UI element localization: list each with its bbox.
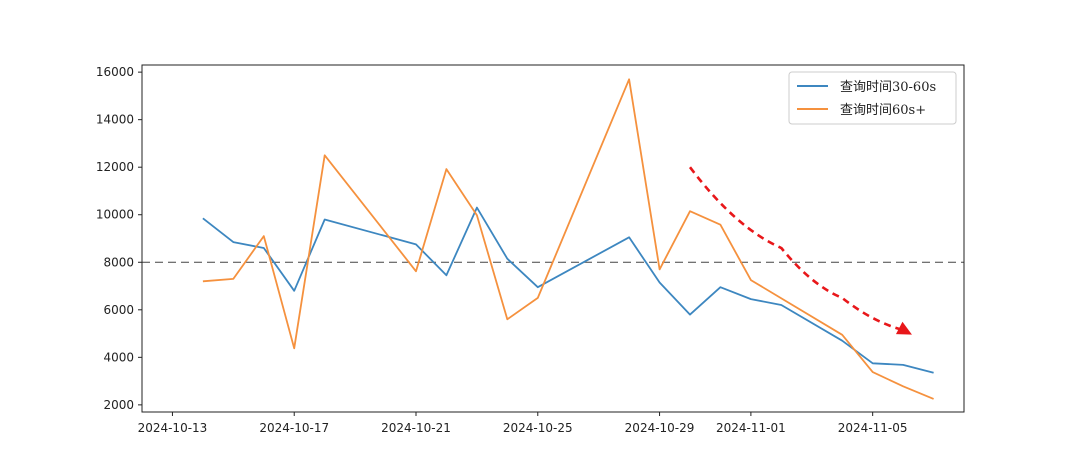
legend-label-series-1: 查询时间30-60s: [840, 80, 936, 95]
series-2-point: [445, 168, 447, 170]
series-1-point: [202, 217, 204, 219]
series-1-point: [445, 274, 447, 276]
series-1-point: [324, 218, 326, 220]
y-tick-label: 14000: [96, 113, 134, 127]
series-1-point: [689, 314, 691, 316]
series-2-point: [476, 214, 478, 216]
series-line-2: [202, 78, 934, 400]
series-1-point: [263, 247, 265, 249]
x-tick-label: 2024-11-05: [838, 421, 908, 435]
series-2-point: [659, 268, 661, 270]
series-2-point: [933, 398, 935, 400]
series-lines: [202, 78, 935, 400]
series-1-point: [933, 372, 935, 374]
series-2-point: [872, 371, 874, 373]
x-tick-label: 2024-10-17: [259, 421, 329, 435]
series-1-point: [841, 340, 843, 342]
y-tick-label: 10000: [96, 208, 134, 222]
series-2-point: [324, 154, 326, 156]
series-1-point: [506, 258, 508, 260]
series-2-point: [537, 297, 539, 299]
series-1-point: [537, 286, 539, 288]
y-tick-label: 12000: [96, 160, 134, 174]
series-1-point: [293, 290, 295, 292]
x-tick-label: 2024-10-21: [381, 421, 451, 435]
series-2-point: [750, 279, 752, 281]
series-1-point: [872, 362, 874, 364]
y-axis: 2000 4000 6000 8000 10000 12000 14000 16000: [96, 65, 142, 412]
x-tick-label: 2024-10-25: [503, 421, 573, 435]
series-1-point: [750, 298, 752, 300]
series-2-point: [628, 78, 630, 80]
series-2-point: [202, 280, 204, 282]
series-2-point: [902, 385, 904, 387]
y-tick-label: 16000: [96, 65, 134, 79]
series-2-point: [689, 210, 691, 212]
x-tick-label: 2024-10-13: [138, 421, 208, 435]
plot-frame: [141, 64, 965, 413]
series-1-point: [719, 286, 721, 288]
series-1-point: [476, 207, 478, 209]
series-2-point: [719, 224, 721, 226]
x-tick-label: 2024-11-01: [716, 421, 786, 435]
y-tick-label: 4000: [103, 350, 134, 364]
legend: 查询时间30-60s 查询时间60s+: [788, 71, 957, 125]
series-line-1: [202, 206, 934, 374]
y-tick-label: 8000: [103, 255, 134, 269]
series-2-point: [415, 270, 417, 272]
series-1-point: [902, 364, 904, 366]
legend-label-series-2: 查询时间60s+: [840, 103, 926, 118]
series-2-point: [506, 318, 508, 320]
series-2-point: [232, 278, 234, 280]
y-tick-label: 2000: [103, 398, 134, 412]
trend-arrow-head: [895, 321, 912, 335]
series-2-point: [293, 347, 295, 349]
y-tick-label: 6000: [103, 303, 134, 317]
series-2-point: [263, 235, 265, 237]
legend-box: [788, 71, 957, 125]
series-1-point: [659, 281, 661, 283]
series-1-point: [780, 304, 782, 306]
x-axis: 2024-10-13 2024-10-17 2024-10-21 2024-10-25…: [138, 412, 908, 435]
series-1-point: [628, 236, 630, 238]
x-tick-label: 2024-10-29: [625, 421, 695, 435]
series-2-point: [841, 334, 843, 336]
series-1-point: [415, 243, 417, 245]
series-1-point: [232, 241, 234, 243]
